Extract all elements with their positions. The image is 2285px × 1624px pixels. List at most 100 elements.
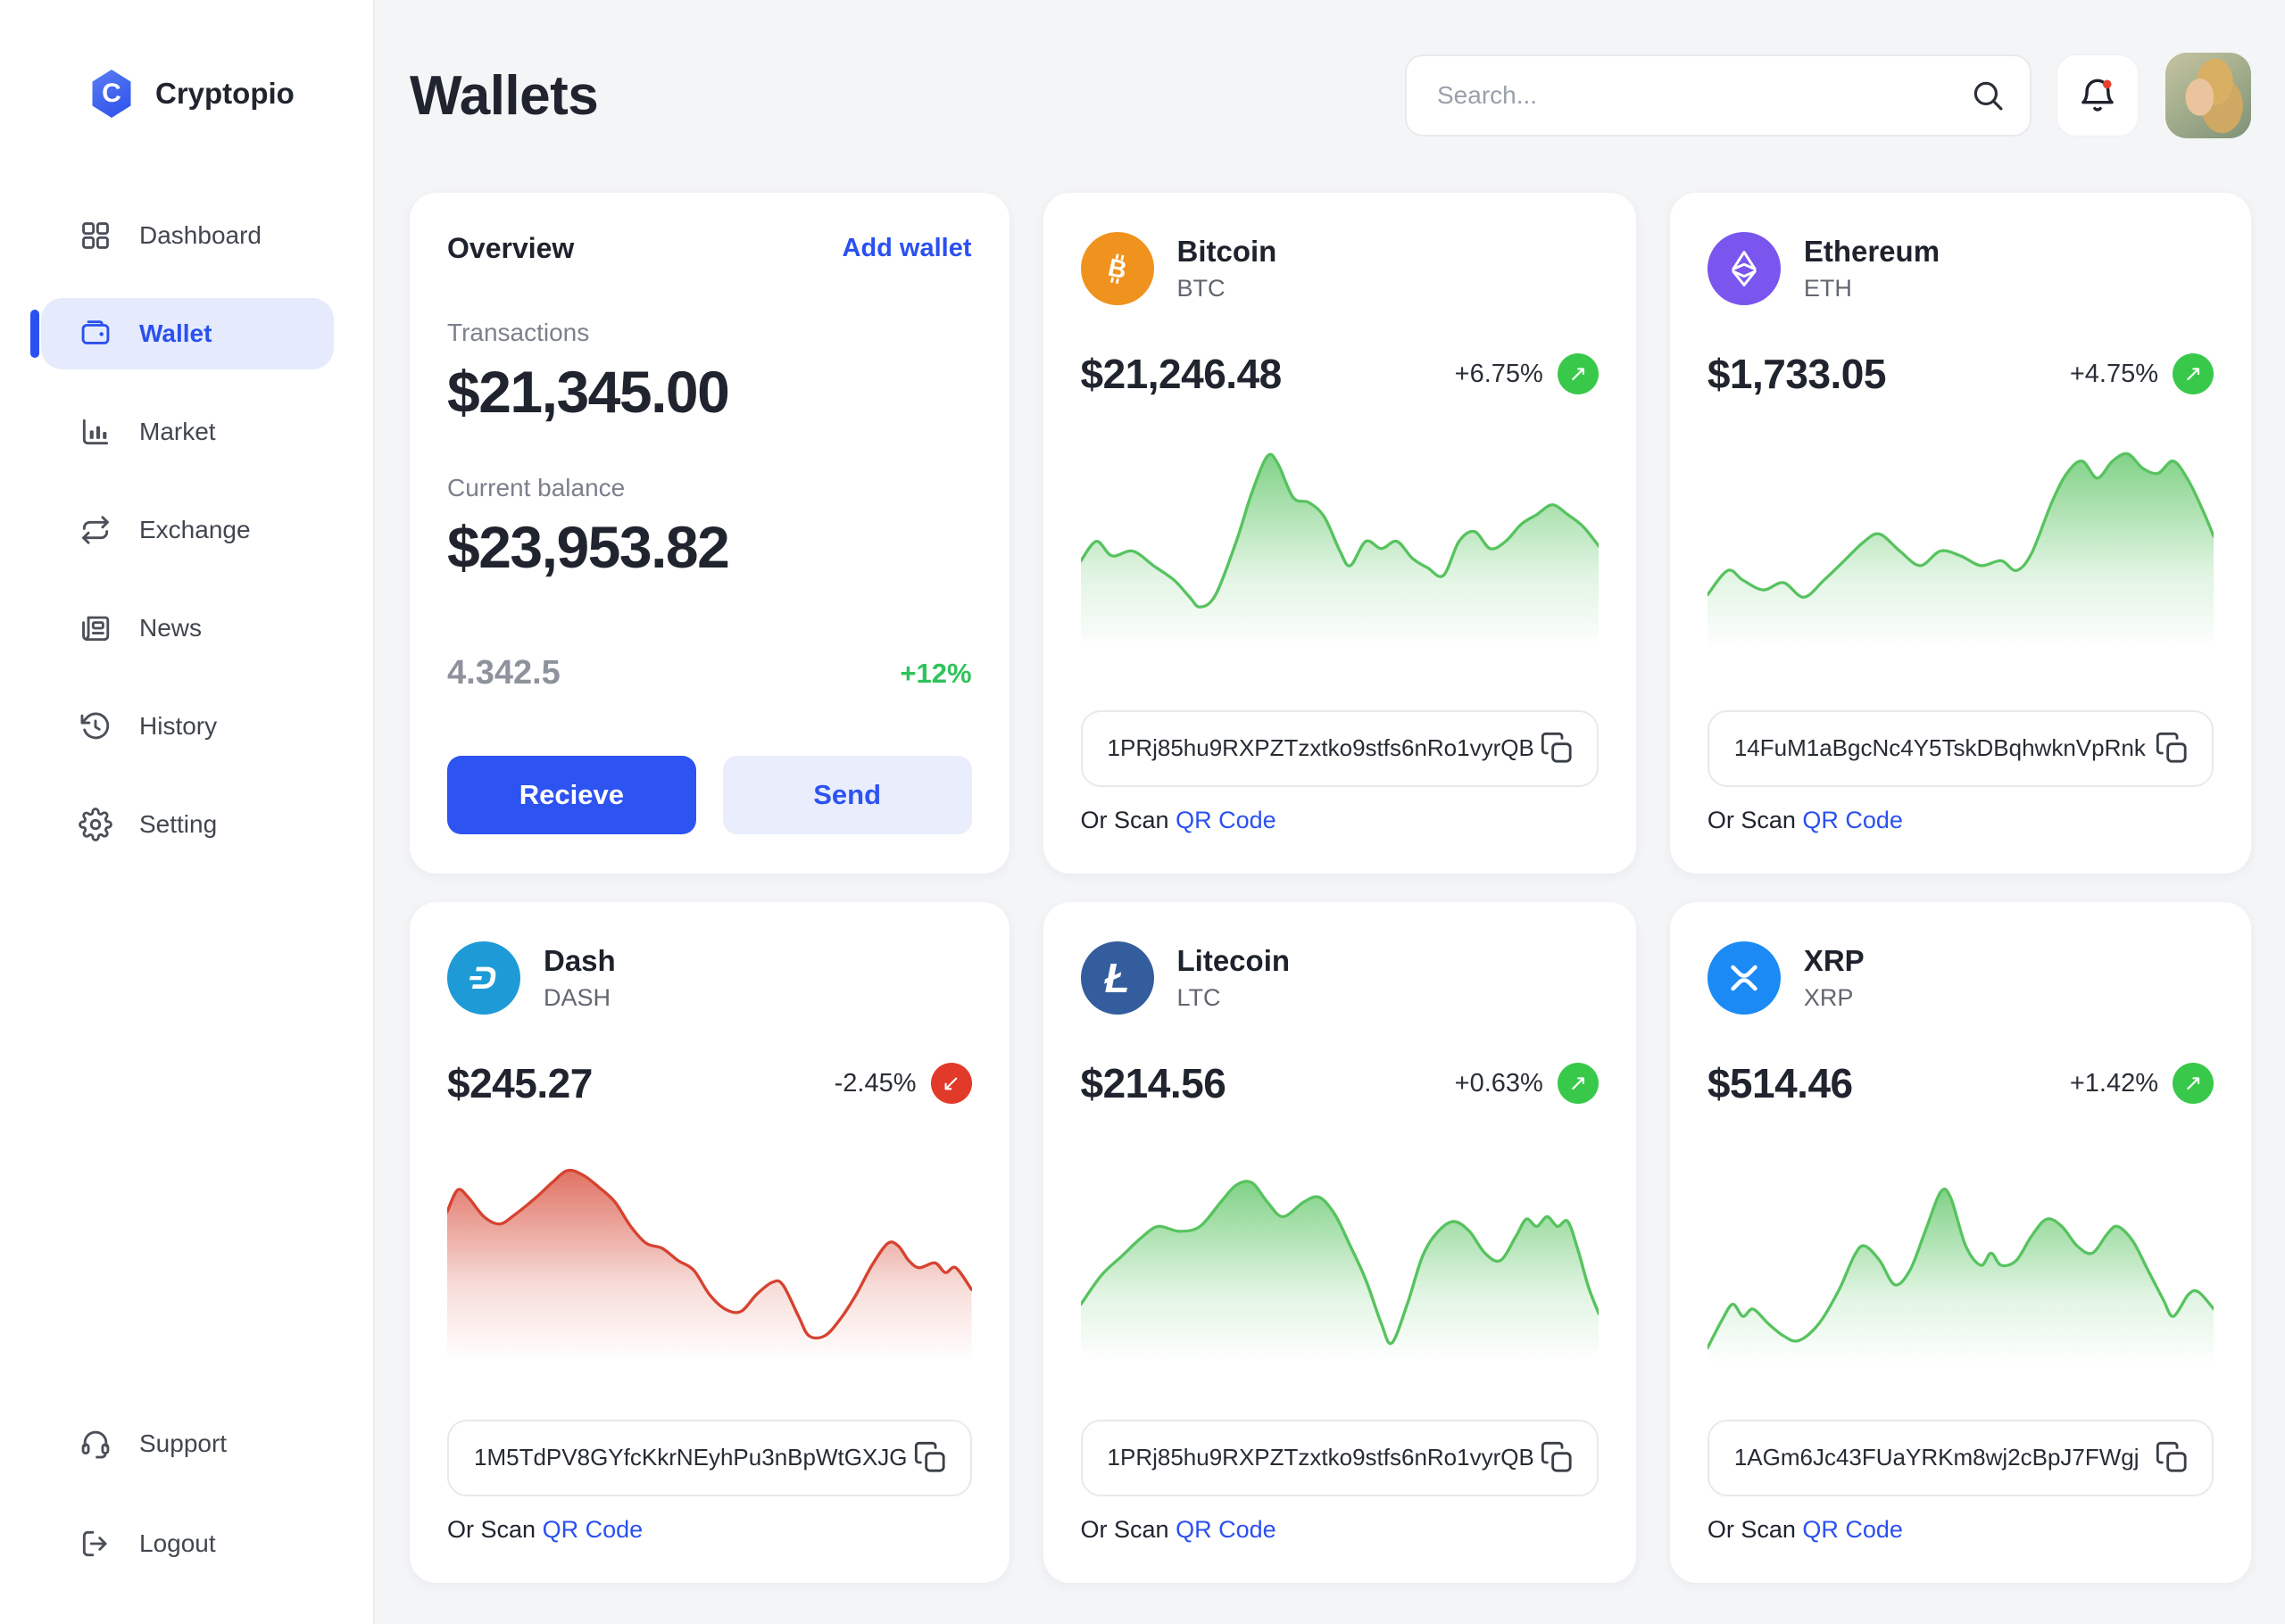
copy-address-button[interactable] [1534,725,1581,772]
coin-ticker: ETH [1803,275,1852,302]
sidebar-item-history[interactable]: History [41,691,334,762]
trend-arrow-icon: ↙ [942,1071,960,1096]
price-sparkline [1707,1187,2214,1404]
copy-address-button[interactable] [908,1435,954,1481]
trend-arrow-icon: ↗ [1568,361,1588,386]
qr-code-link[interactable]: QR Code [1802,807,1903,833]
xrp-icon [1707,941,1781,1015]
wallet-cards-grid: Overview Add wallet Transactions $21,345… [410,193,2251,1583]
coin-name: Bitcoin [1176,235,1277,268]
search-input[interactable] [1405,54,2032,137]
or-scan-label: Or Scan [1080,807,1169,833]
brand-name: Cryptopio [155,77,295,110]
or-scan-label: Or Scan [1707,807,1796,833]
coin-price: $514.46 [1707,1060,1853,1106]
transactions-label: Transactions [447,319,590,346]
coin-ticker: XRP [1803,984,1854,1011]
or-scan-label: Or Scan [1080,1516,1169,1543]
price-sparkline [1080,452,1599,694]
ethereum-card: Ethereum ETH $1,733.05 +4.75% ↗ 14FuM1aB… [1669,193,2251,874]
qr-code-link[interactable]: QR Code [1176,1516,1276,1543]
coin-price: $245.27 [447,1060,593,1106]
sidebar-item-news[interactable]: News [41,592,334,664]
main-nav: Dashboard Wallet Market Exchange News Hi… [0,200,373,860]
copy-icon [1541,1441,1572,1472]
sidebar-item-exchange[interactable]: Exchange [41,494,334,566]
copy-address-button[interactable] [2149,725,2196,772]
wallet-address-field[interactable]: 1M5TdPV8GYfcKkrNEyhPu3nBpWtGXJG [447,1419,972,1496]
qr-code-link[interactable]: QR Code [542,1516,644,1543]
trend-badge: ↗ [2173,353,2214,394]
holdings-value: 4.342.5 [447,654,561,692]
ethereum-icon [1707,232,1781,305]
receive-button[interactable]: Recieve [447,756,696,834]
qr-code-link[interactable]: QR Code [1176,807,1276,833]
add-wallet-link[interactable]: Add wallet [842,234,972,262]
sidebar-item-label: News [139,614,203,642]
search-icon[interactable] [1969,77,2007,114]
wallet-address-field[interactable]: 1PRj85hu9RXPZTzxtko9stfs6nRo1vyrQB [1080,709,1599,787]
sidebar-item-label: Logout [139,1529,216,1557]
coin-ticker: BTC [1176,275,1226,302]
trend-arrow-icon: ↗ [1568,1071,1588,1096]
wallet-address: 1AGm6Jc43FUaYRKm8wj2cBpJ7FWgj [1733,1444,2140,1471]
coin-change: +6.75% [1454,359,1543,388]
main-content: Wallets Overview Add wallet Transactions… [377,0,2285,1624]
sidebar-item-wallet[interactable]: Wallet [30,298,334,369]
sidebar-item-logout[interactable]: Logout [41,1508,332,1579]
or-scan-label: Or Scan [1707,1516,1796,1543]
sidebar-item-label: Market [139,418,216,445]
sidebar-item-label: Dashboard [139,221,262,249]
cryptopio-logo-icon: C [92,70,131,118]
balance-value: $23,953.82 [447,514,730,580]
coin-ticker: LTC [1176,984,1221,1011]
price-sparkline [1707,452,2214,694]
qr-code-link[interactable]: QR Code [1802,1516,1903,1543]
sidebar-item-label: Support [139,1429,228,1457]
wallet-icon [81,320,110,344]
coin-change: -2.45% [834,1068,917,1098]
coin-price: $21,246.48 [1080,351,1283,397]
notifications-button[interactable] [2056,54,2139,137]
price-sparkline [1080,1180,1599,1404]
coin-name: XRP [1803,944,1865,977]
user-avatar[interactable] [2165,53,2251,138]
coin-change: +1.42% [2069,1068,2158,1098]
litecoin-glyph: Ł [1104,955,1130,1001]
headset-icon [81,1430,110,1459]
coin-ticker: DASH [544,984,611,1011]
balance-label: Current balance [447,474,626,501]
sidebar-item-market[interactable]: Market [41,396,334,468]
coin-price: $1,733.05 [1707,351,1887,397]
sidebar-item-setting[interactable]: Setting [41,789,334,860]
logout-icon [82,1530,107,1557]
trend-badge: ↗ [1557,1063,1599,1104]
search-box [1405,54,2032,137]
grid-icon [82,222,109,249]
coin-change: +4.75% [2069,359,2158,388]
litecoin-card: Ł Litecoin LTC $214.56 +0.63% ↗ 1PRj85hu… [1043,902,1636,1583]
bitcoin-icon: B [1080,232,1154,305]
sidebar: C Cryptopio Dashboard Wallet Market Exch… [0,0,375,1624]
xrp-card: XRP XRP $514.46 +1.42% ↗ 1AGm6Jc43FUaYRK… [1669,902,2251,1583]
wallet-address-field[interactable]: 14FuM1aBgcNc4Y5TskDBqhwknVpRnk [1707,709,2214,787]
wallet-address-field[interactable]: 1AGm6Jc43FUaYRKm8wj2cBpJ7FWgj [1707,1419,2214,1496]
sidebar-item-support[interactable]: Support [41,1408,332,1479]
coin-change: +0.63% [1454,1068,1543,1098]
copy-icon [2156,732,2187,763]
gear-icon [79,808,112,841]
trend-badge: ↙ [930,1063,972,1104]
copy-address-button[interactable] [2149,1435,2196,1481]
dash-card: Dash DASH $245.27 -2.45% ↙ 1M5TdPV8GYfcK… [410,902,1010,1583]
wallet-address: 1PRj85hu9RXPZTzxtko9stfs6nRo1vyrQB [1107,1444,1534,1471]
trend-badge: ↗ [1557,353,1599,394]
send-button[interactable]: Send [722,756,972,834]
coin-name: Litecoin [1176,944,1291,977]
sidebar-item-label: Setting [139,810,218,838]
newspaper-icon [82,616,110,642]
sidebar-item-dashboard[interactable]: Dashboard [41,200,334,271]
coin-name: Dash [544,944,616,977]
wallet-address-field[interactable]: 1PRj85hu9RXPZTzxtko9stfs6nRo1vyrQB [1080,1419,1599,1496]
copy-address-button[interactable] [1534,1435,1581,1481]
swap-arrows-icon [82,516,109,544]
